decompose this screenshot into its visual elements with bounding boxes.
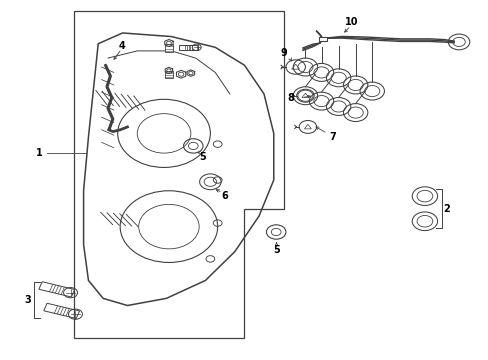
Bar: [164, 44, 173, 51]
Text: 7: 7: [328, 132, 335, 142]
Text: 2: 2: [443, 204, 449, 214]
Bar: [318, 37, 327, 41]
Bar: [164, 71, 172, 78]
Text: 6: 6: [221, 191, 228, 201]
Text: 3: 3: [24, 295, 31, 305]
Text: 1: 1: [36, 148, 43, 158]
Text: 5: 5: [199, 152, 206, 162]
Text: 9: 9: [280, 48, 286, 58]
Text: 4: 4: [118, 41, 125, 50]
Text: 8: 8: [287, 93, 294, 103]
Text: 5: 5: [273, 245, 280, 255]
Text: 10: 10: [345, 17, 358, 27]
